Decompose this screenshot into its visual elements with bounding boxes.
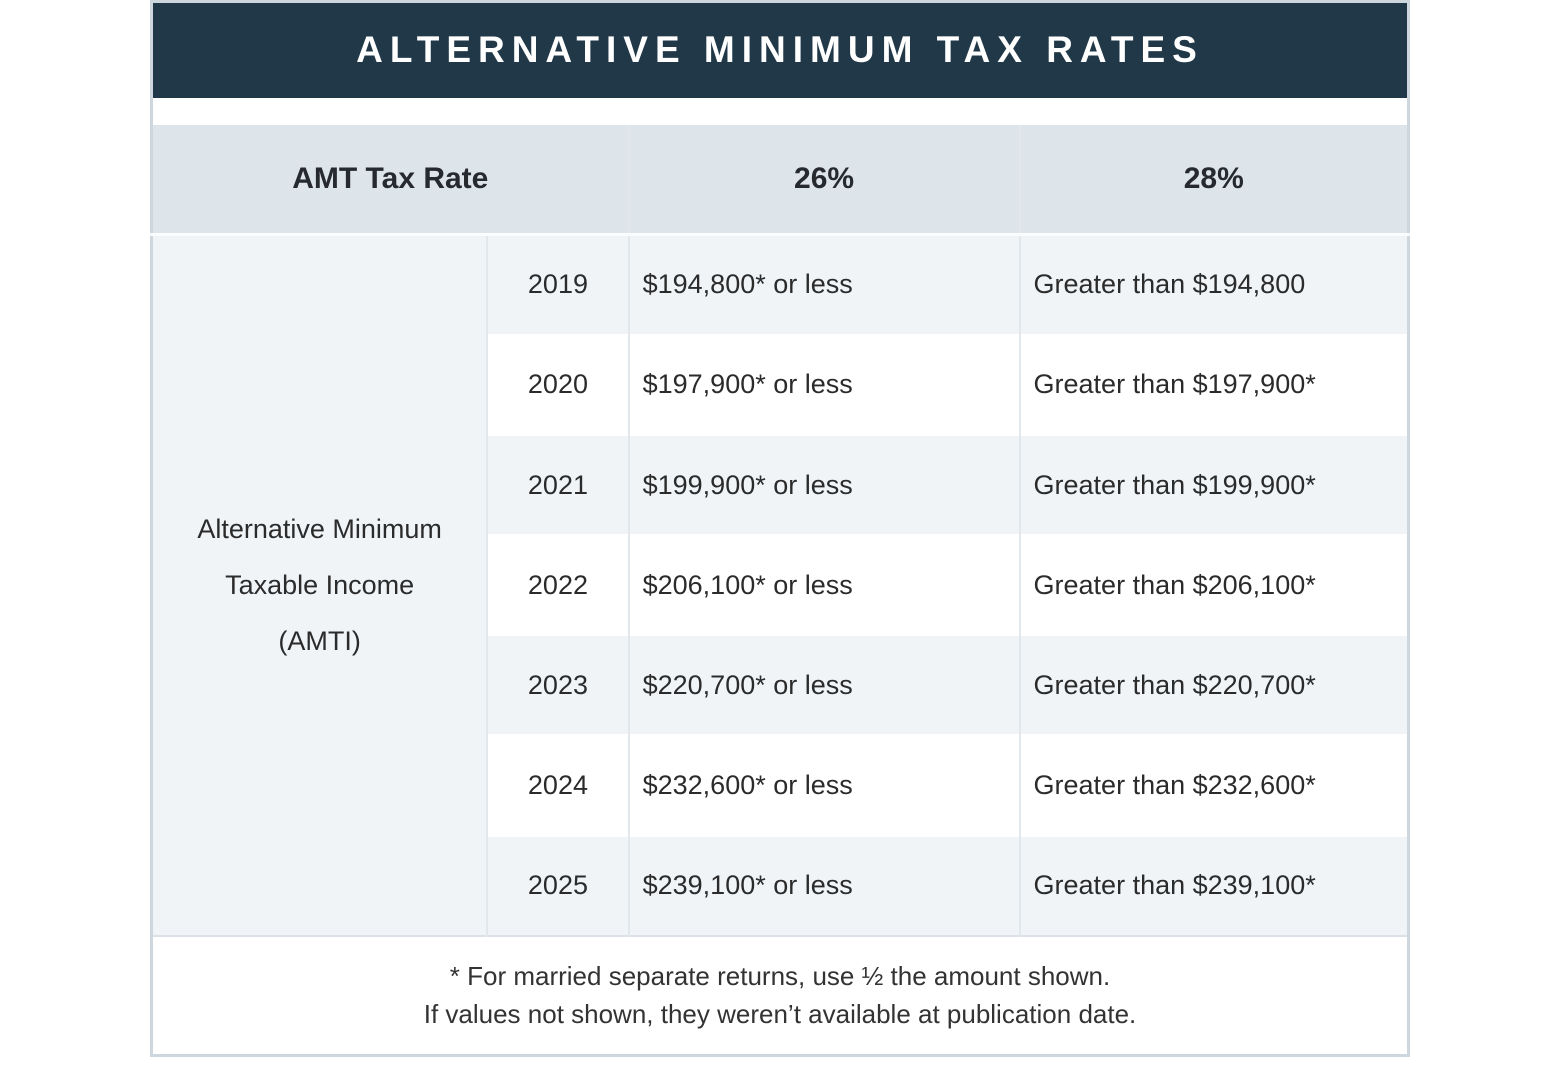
spacer-row: [151, 98, 1409, 125]
amt-rates-table: ALTERNATIVE MINIMUM TAX RATES AMT Tax Ra…: [150, 0, 1410, 1057]
year-cell: 2020: [486, 333, 629, 435]
amt-table-body: Alternative Minimum Taxable Income (AMTI) 2…: [151, 233, 1409, 936]
rate28-cell: Greater than $194,800: [1018, 233, 1409, 335]
year-cell: 2021: [486, 433, 629, 536]
rate28-cell: Greater than $220,700*: [1018, 634, 1409, 736]
rate26-cell: $220,700* or less: [627, 634, 1020, 736]
table-head-section: ALTERNATIVE MINIMUM TAX RATES AMT Tax Ra…: [151, 1, 1409, 237]
rate28-cell: Greater than $232,600*: [1018, 734, 1409, 836]
page-title: ALTERNATIVE MINIMUM TAX RATES: [151, 1, 1409, 100]
table-row: 2022 $206,100* or less Greater than $206,1…: [152, 534, 1409, 636]
rate28-cell: Greater than $199,900*: [1018, 433, 1409, 536]
rate26-cell: $194,800* or less: [627, 233, 1020, 335]
year-cell: 2025: [486, 834, 629, 936]
column-header-26-percent: 26%: [627, 123, 1020, 237]
year-cell: 2024: [486, 734, 629, 836]
table-row: 2023 $220,700* or less Greater than $220,7…: [152, 634, 1409, 736]
rate26-cell: $232,600* or less: [627, 734, 1020, 836]
table-foot-section: * For married separate returns, use ½ th…: [151, 934, 1409, 1056]
table-row: 2025 $239,100* or less Greater than $239,1…: [152, 834, 1409, 936]
column-header-28-percent: 28%: [1018, 123, 1409, 237]
title-row: ALTERNATIVE MINIMUM TAX RATES: [151, 1, 1409, 100]
amti-label-line: Taxable Income: [225, 570, 415, 601]
rate26-cell: $197,900* or less: [627, 333, 1020, 435]
rate28-cell: Greater than $239,100*: [1018, 834, 1409, 936]
amti-label-line: Alternative Minimum: [197, 514, 442, 545]
footnote-row: * For married separate returns, use ½ th…: [151, 934, 1409, 1056]
year-cell: 2019: [486, 233, 629, 335]
rate26-cell: $199,900* or less: [627, 433, 1020, 536]
footnote-line-2: If values not shown, they weren’t availa…: [423, 999, 1137, 1030]
amti-label-line: (AMTI): [278, 626, 361, 657]
header-row: AMT Tax Rate 26% 28%: [151, 123, 1409, 237]
amti-label-cell: Alternative Minimum Taxable Income (AMTI): [151, 234, 488, 936]
table-row: 2021 $199,900* or less Greater than $199,9…: [152, 433, 1409, 536]
year-cell: 2023: [486, 634, 629, 736]
rate28-cell: Greater than $206,100*: [1018, 534, 1409, 636]
table-row: Alternative Minimum Taxable Income (AMTI) 2…: [151, 233, 1409, 936]
column-header-amt-tax-rate: AMT Tax Rate: [151, 123, 629, 237]
table-row: 2020 $197,900* or less Greater than $197,9…: [152, 333, 1409, 435]
spacer-cell: [151, 98, 1409, 125]
footnote-cell: * For married separate returns, use ½ th…: [151, 934, 1409, 1056]
rate28-cell: Greater than $197,900*: [1018, 333, 1409, 435]
rate26-cell: $206,100* or less: [627, 534, 1020, 636]
rate26-cell: $239,100* or less: [627, 834, 1020, 936]
table-row: 2024 $232,600* or less Greater than $232,6…: [152, 734, 1409, 836]
footnote-line-1: * For married separate returns, use ½ th…: [449, 961, 1111, 992]
year-cell: 2022: [486, 534, 629, 636]
